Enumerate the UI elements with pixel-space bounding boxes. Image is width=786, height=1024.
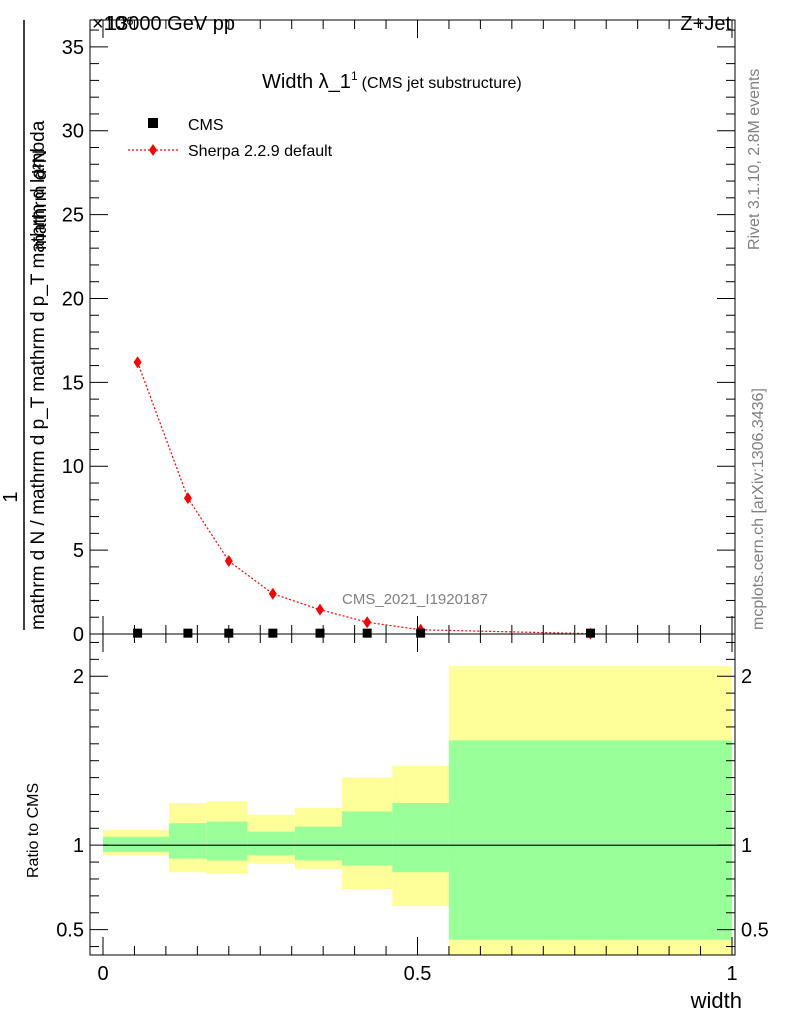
mc-point	[268, 587, 277, 600]
ratio-ylabel: Ratio to CMS	[25, 783, 42, 878]
mc-point	[363, 616, 372, 629]
mc-point	[133, 356, 142, 369]
ratio-ytick-label-left: 0.5	[56, 920, 84, 942]
ratio-ytick-label-left: 2	[73, 666, 84, 688]
cms-point	[362, 628, 372, 638]
legend-mc-marker	[149, 144, 157, 156]
process-label: Z+Jet	[680, 13, 731, 35]
ratio-xtick-label: 0.5	[404, 963, 432, 985]
ratio-plot: 0.5 0.51 12 20 0.5 1	[56, 633, 769, 985]
stat-uncertainty-band	[103, 836, 170, 852]
plot-title-sup: 1	[351, 69, 358, 83]
ratio-ytick-label-right: 0.5	[741, 920, 769, 942]
main-ytick-label: 25	[62, 205, 84, 227]
ratio-xtick-label: 0	[97, 963, 108, 985]
main-frame	[89, 19, 736, 635]
legend: CMS Sherpa 2.2.9 default	[128, 117, 333, 160]
main-ytick-label: 0	[73, 624, 84, 646]
stat-uncertainty-band	[448, 740, 732, 940]
main-ytick-label: 10	[62, 456, 84, 478]
ylabel-numerator: 1	[0, 491, 22, 502]
cms-point	[183, 628, 193, 638]
cms-point	[268, 628, 278, 638]
energy-label: 13000 GeV pp	[106, 13, 235, 35]
mc-point	[224, 555, 233, 568]
cms-point	[416, 628, 426, 638]
cms-point	[585, 628, 595, 638]
ratio-ytick-label-right: 2	[741, 666, 752, 688]
main-ytick-label: 30	[62, 121, 84, 143]
mc-point	[316, 603, 325, 616]
stat-uncertainty-band	[206, 821, 248, 861]
ratio-xtick-label: 1	[726, 963, 737, 985]
stat-uncertainty-band	[294, 826, 343, 861]
main-ytick-label: 20	[62, 288, 84, 310]
mc-point	[183, 492, 192, 505]
legend-cms-label: CMS	[188, 117, 224, 134]
legend-mc-label: Sherpa 2.2.9 default	[188, 143, 333, 160]
plot-title: Width λ_11 (CMS jet substructure)	[262, 69, 522, 93]
ylabel-top: mathrm d²N	[30, 150, 51, 250]
cms-point	[224, 628, 234, 638]
cms-point	[315, 628, 325, 638]
main-ylabel: 1 mathrm d N / mathrm d p_T mathrm d p_T…	[0, 20, 51, 630]
main-ytick-label: 35	[62, 37, 84, 59]
main-ytick-label: 15	[62, 372, 84, 394]
stat-uncertainty-band	[169, 823, 207, 859]
plot-title-main: Width λ_1	[262, 71, 351, 93]
stat-uncertainty-band	[392, 802, 449, 873]
stat-uncertainty-band	[247, 831, 295, 856]
main-plot: 0 5 10 15 20 25 30 35	[62, 19, 736, 646]
legend-cms-marker	[148, 118, 158, 128]
cms-point	[133, 628, 143, 638]
main-ytick-label: 5	[73, 540, 84, 562]
rivet-label: Rivet 3.1.10, 2.8M events	[746, 69, 763, 250]
source-label: mcplots.cern.ch [arXiv:1306.3436]	[750, 388, 767, 630]
ratio-ytick-label-left: 1	[73, 835, 84, 857]
stat-uncertainty-band	[342, 811, 393, 866]
ratio-ytick-label-right: 1	[741, 835, 752, 857]
xlabel: width	[690, 988, 742, 1013]
ylabel-denominator: mathrm d N / mathrm d p_T mathrm d p_T m…	[28, 120, 49, 630]
plot-title-sub: (CMS jet substructure)	[362, 75, 522, 92]
watermark: CMS_2021_I1920187	[342, 591, 488, 608]
mc-line	[137, 362, 591, 635]
